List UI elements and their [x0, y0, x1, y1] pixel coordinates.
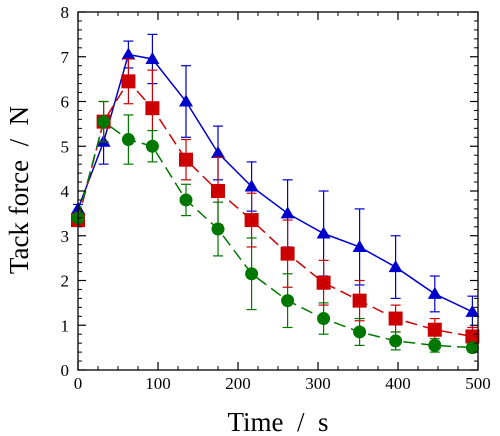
data-point [280, 206, 295, 219]
data-point [244, 179, 259, 192]
data-point [316, 226, 331, 239]
series-circle [71, 100, 479, 355]
data-point [145, 51, 160, 64]
data-point [316, 275, 331, 290]
plot-frame [77, 11, 479, 371]
x-tick-label: 200 [225, 374, 251, 393]
data-point [280, 246, 295, 261]
data-point [428, 338, 442, 352]
y-tick-label: 3 [61, 227, 70, 246]
data-point [465, 341, 479, 355]
data-point [353, 325, 367, 339]
data-point [352, 239, 367, 252]
series-line [77, 53, 473, 313]
data-point [211, 222, 225, 236]
x-tick-label: 500 [465, 374, 491, 393]
axes-layer: 0 100 200 300 400 500 0 1 2 3 4 5 6 7 8 [61, 3, 491, 393]
data-point [281, 294, 295, 308]
x-tick-label: 100 [145, 374, 171, 393]
series-line [77, 120, 473, 349]
data-point [179, 193, 193, 207]
data-point [465, 329, 480, 344]
y-tick-label: 8 [61, 3, 70, 22]
data-point [211, 184, 225, 198]
data-point [388, 260, 403, 273]
x-tick-label: 400 [385, 374, 411, 393]
data-point [388, 311, 403, 326]
series-layer [71, 33, 480, 355]
data-point [465, 304, 480, 317]
series-square [71, 58, 480, 346]
y-axis-label: Tack force / N [4, 106, 34, 274]
data-point [179, 94, 193, 107]
data-point [121, 133, 135, 147]
data-point [389, 334, 403, 348]
y-tick-label: 0 [61, 361, 70, 380]
data-point [244, 213, 259, 228]
data-point [245, 267, 259, 281]
x-tick-label: 300 [305, 374, 331, 393]
x-tick-label: 0 [74, 374, 83, 393]
data-point [121, 74, 136, 89]
series-line [77, 80, 473, 338]
x-axis-label: Time / s [227, 407, 328, 436]
y-tick-label: 7 [61, 48, 70, 67]
y-tick-label: 4 [61, 182, 70, 201]
data-point [145, 139, 159, 153]
data-point [179, 152, 193, 167]
series-triangle [71, 33, 480, 329]
data-point [427, 322, 442, 337]
data-point [145, 101, 160, 116]
y-tick-label: 1 [61, 316, 70, 335]
y-tick-label: 6 [61, 93, 70, 112]
data-point [97, 115, 111, 129]
data-point [121, 47, 136, 60]
data-point [352, 293, 367, 308]
data-point [427, 286, 442, 299]
y-tick-label: 2 [61, 272, 70, 291]
data-point [211, 145, 225, 158]
y-tick-label: 5 [61, 137, 70, 156]
data-point [317, 312, 331, 326]
